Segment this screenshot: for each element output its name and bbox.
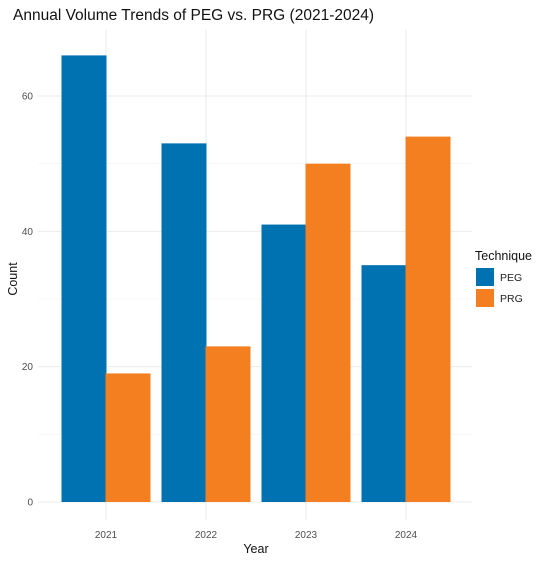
legend-label-prg: PRG bbox=[500, 293, 523, 305]
y-axis-title: Count bbox=[6, 262, 20, 296]
bar-peg-2021 bbox=[61, 55, 107, 503]
y-tick-label: 60 bbox=[22, 92, 34, 103]
x-axis-ticks: 2021 2022 2023 2024 bbox=[95, 530, 418, 541]
x-axis-title: Year bbox=[243, 542, 268, 556]
legend-label-peg: PEG bbox=[500, 272, 522, 284]
bar-prg-2022 bbox=[205, 346, 251, 502]
x-tick-label: 2022 bbox=[195, 530, 218, 541]
bar-peg-2023 bbox=[261, 224, 307, 503]
bar-prg-2021 bbox=[105, 373, 151, 502]
y-tick-label: 0 bbox=[27, 498, 33, 509]
legend-key-prg bbox=[476, 289, 494, 307]
bars bbox=[61, 55, 451, 503]
x-tick-label: 2021 bbox=[95, 530, 118, 541]
bar-prg-2023 bbox=[305, 163, 351, 502]
legend: Technique PEG PRG bbox=[475, 249, 532, 307]
legend-title: Technique bbox=[475, 249, 532, 263]
legend-key-peg bbox=[476, 268, 494, 286]
bar-peg-2022 bbox=[161, 143, 207, 502]
y-tick-label: 40 bbox=[22, 227, 34, 238]
y-tick-label: 20 bbox=[22, 362, 34, 373]
bar-peg-2024 bbox=[361, 265, 407, 502]
y-axis-ticks: 0 20 40 60 bbox=[22, 92, 34, 509]
bar-prg-2024 bbox=[405, 136, 451, 502]
x-tick-label: 2024 bbox=[395, 530, 418, 541]
chart-title: Annual Volume Trends of PEG vs. PRG (202… bbox=[13, 7, 374, 24]
x-tick-label: 2023 bbox=[295, 530, 318, 541]
